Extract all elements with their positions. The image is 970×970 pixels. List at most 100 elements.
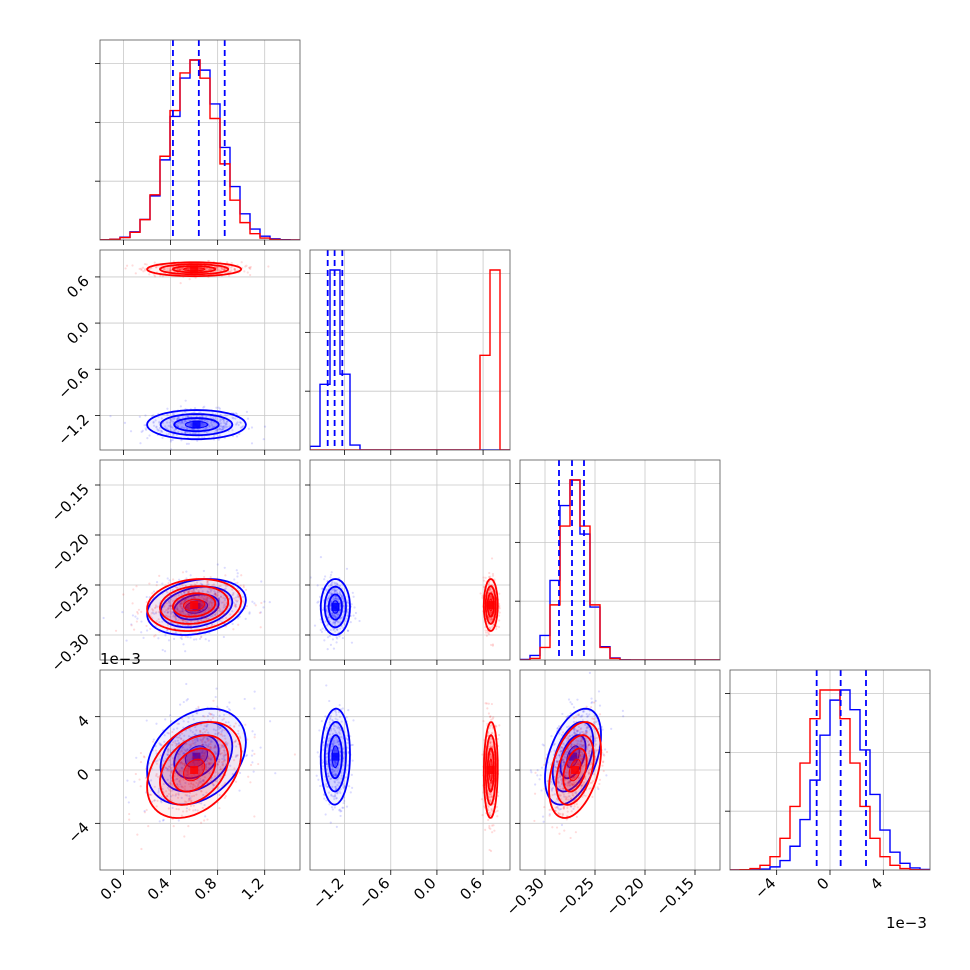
scatter-point [181, 608, 185, 611]
scatter-point [210, 606, 213, 609]
scatter-point [168, 788, 171, 791]
scatter-point [207, 606, 210, 609]
scatter-point [186, 605, 189, 609]
scatter-point [192, 804, 195, 807]
scatter-point [124, 796, 127, 799]
scatter-point [122, 593, 125, 596]
scatter-point [339, 616, 342, 620]
scatter-point [148, 267, 151, 270]
scatter-point [153, 612, 156, 615]
panel-0-0 [95, 39, 301, 245]
scatter-point [232, 601, 235, 605]
scatter-point [224, 795, 227, 798]
scatter-point [190, 775, 193, 778]
histogram-series-1 [310, 269, 510, 450]
scatter-point [185, 617, 188, 620]
scatter-point [329, 821, 332, 824]
scatter-point [174, 618, 178, 621]
scatter-point [218, 608, 222, 611]
scatter-point [153, 275, 157, 278]
scatter-point [236, 599, 239, 602]
scatter-point [317, 600, 320, 603]
scatter-point [193, 612, 196, 615]
scatter-point [258, 611, 261, 614]
scatter-point [156, 775, 160, 779]
panel-2-1 [305, 459, 511, 665]
scatter-point [181, 717, 184, 720]
scatter-point [183, 419, 186, 423]
scatter-point [489, 643, 493, 647]
scatter-point [337, 600, 340, 603]
scatter-point [186, 770, 189, 774]
scatter-point [221, 427, 225, 430]
scatter-point [205, 724, 208, 728]
scatter-point [338, 591, 342, 594]
scatter-point [189, 611, 192, 614]
scatter-point [185, 773, 188, 777]
scatter-point [336, 619, 339, 623]
scatter-point [336, 598, 339, 601]
scatter-point [202, 406, 205, 409]
scatter-point [172, 578, 175, 581]
scatter-point [326, 599, 329, 602]
scatter-point [237, 423, 240, 427]
scatter-point [219, 726, 222, 729]
scatter-point [335, 636, 338, 639]
scatter-point [201, 737, 205, 741]
scatter-point [215, 611, 218, 614]
scatter-point [346, 608, 350, 611]
scatter-point [222, 418, 225, 421]
scatter-point [482, 576, 485, 579]
scatter-point [162, 267, 165, 270]
scatter-point [195, 709, 198, 712]
scatter-point [157, 791, 160, 794]
scatter-point [231, 622, 234, 626]
scatter-point [482, 579, 486, 582]
scatter-point [203, 759, 206, 762]
scatter-point [205, 766, 208, 769]
scatter-point [335, 588, 338, 592]
scatter-point [128, 812, 131, 816]
scatter-point [136, 610, 139, 614]
scatter-point [213, 775, 217, 778]
scatter-point [168, 765, 171, 768]
scatter-point [187, 825, 190, 828]
scatter-point [199, 731, 202, 734]
axes-frame [99, 459, 301, 661]
axes-frame [309, 459, 511, 661]
scatter-point [249, 273, 252, 277]
scatter-point [189, 804, 193, 808]
scatter-point [536, 768, 539, 772]
scatter-point [209, 741, 212, 744]
scatter-point [189, 744, 192, 748]
scatter-point [184, 635, 187, 638]
scatter-point [345, 716, 348, 719]
scatter-point [224, 414, 227, 417]
scatter-point [224, 426, 228, 429]
scatter-point [488, 617, 491, 620]
scatter-point [315, 774, 318, 777]
scatter-point [493, 829, 496, 832]
scatter-point [102, 616, 105, 620]
scatter-point [171, 632, 174, 635]
histogram-series-0 [310, 269, 510, 450]
scatter-point [167, 753, 170, 756]
scatter-point [142, 270, 145, 273]
scatter-point [218, 609, 221, 612]
scatter-point [338, 590, 341, 593]
scatter-point [204, 743, 207, 746]
scatter-point [177, 773, 181, 776]
x-tick-label: 0.0 [410, 874, 440, 904]
scatter-point [155, 266, 158, 269]
scatter-point [206, 737, 209, 740]
scatter-point [203, 606, 207, 609]
scatter-point [177, 421, 180, 424]
scatter-point [253, 733, 256, 736]
scatter-point [217, 731, 220, 734]
scatter-point [324, 588, 328, 591]
scatter-point [181, 421, 184, 425]
scatter-point [253, 707, 256, 710]
scatter-point [329, 628, 332, 632]
scatter-point [143, 269, 147, 272]
scatter-point [179, 268, 182, 272]
